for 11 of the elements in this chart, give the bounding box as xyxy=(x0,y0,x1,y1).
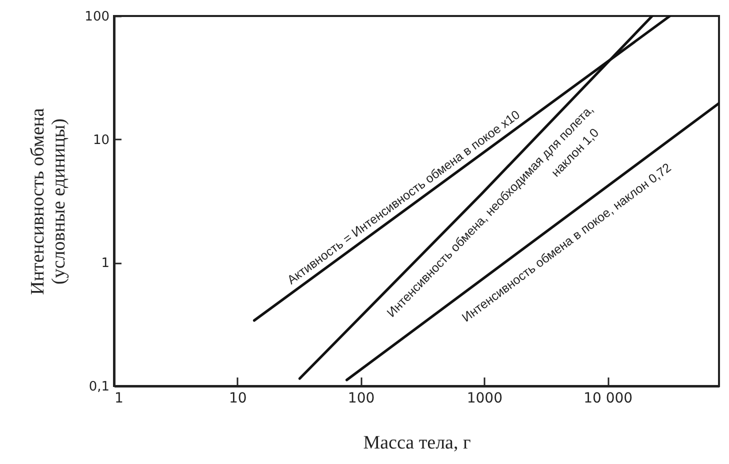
y-axis-title: Интенсивность обмена (условные единицы) xyxy=(28,108,70,295)
y-tick-label: 100 xyxy=(84,10,110,24)
y-tick-label: 1 xyxy=(101,256,110,272)
x-tick-label: 10 xyxy=(228,390,247,406)
x-tick-label: 10 000 xyxy=(584,390,633,406)
x-tick-label: 1000 xyxy=(466,390,502,406)
y-tick-label: 0,1 xyxy=(88,380,110,394)
x-axis-title: Масса тела, г xyxy=(363,432,471,454)
x-tick-label: 100 xyxy=(348,390,375,406)
x-tick-label: 1 xyxy=(114,390,124,406)
y-tick-label: 10 xyxy=(92,132,110,148)
